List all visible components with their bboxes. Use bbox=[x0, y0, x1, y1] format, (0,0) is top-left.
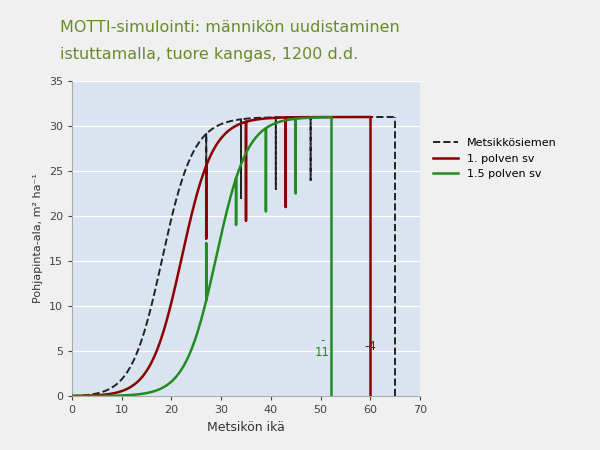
Text: MOTTI-simulointi: männikön uudistaminen: MOTTI-simulointi: männikön uudistaminen bbox=[60, 20, 400, 35]
Metsikkösiemen bbox=[256, 115, 263, 121]
Metsikkösiemen bbox=[211, 125, 218, 130]
Legend: Metsikkösiemen, 1. polven sv, 1.5 polven sv: Metsikkösiemen, 1. polven sv, 1.5 polven… bbox=[429, 134, 561, 184]
Metsikkösiemen bbox=[212, 124, 219, 130]
1. polven sv bbox=[367, 114, 374, 120]
1.5 polven sv bbox=[68, 393, 76, 399]
1.5 polven sv bbox=[284, 117, 292, 122]
1.5 polven sv bbox=[247, 142, 254, 147]
Text: -4: -4 bbox=[364, 340, 376, 353]
X-axis label: Metsikön ikä: Metsikön ikä bbox=[207, 421, 285, 434]
1. polven sv bbox=[68, 393, 76, 399]
Metsikkösiemen bbox=[298, 114, 305, 120]
1.5 polven sv bbox=[327, 114, 334, 120]
1.5 polven sv bbox=[294, 116, 301, 121]
Metsikkösiemen bbox=[68, 393, 76, 399]
1. polven sv bbox=[299, 114, 306, 120]
Line: Metsikkösiemen: Metsikkösiemen bbox=[72, 117, 395, 396]
Y-axis label: Pohjapinta-ala, m² ha⁻¹: Pohjapinta-ala, m² ha⁻¹ bbox=[33, 174, 43, 303]
Metsikkösiemen bbox=[392, 114, 399, 120]
1. polven sv bbox=[295, 115, 302, 120]
1. polven sv bbox=[208, 150, 215, 155]
Text: istuttamalla, tuore kangas, 1200 d.d.: istuttamalla, tuore kangas, 1200 d.d. bbox=[60, 47, 358, 62]
Line: 1. polven sv: 1. polven sv bbox=[72, 117, 370, 396]
Metsikkösiemen bbox=[312, 114, 319, 120]
1.5 polven sv bbox=[209, 269, 217, 274]
1.5 polven sv bbox=[248, 141, 255, 146]
Metsikkösiemen bbox=[254, 115, 262, 121]
1.5 polven sv bbox=[211, 263, 218, 269]
1. polven sv bbox=[244, 119, 251, 124]
Text: -
11: - 11 bbox=[314, 334, 329, 359]
Line: 1.5 polven sv: 1.5 polven sv bbox=[72, 117, 331, 396]
1. polven sv bbox=[331, 114, 338, 120]
1. polven sv bbox=[158, 333, 166, 338]
